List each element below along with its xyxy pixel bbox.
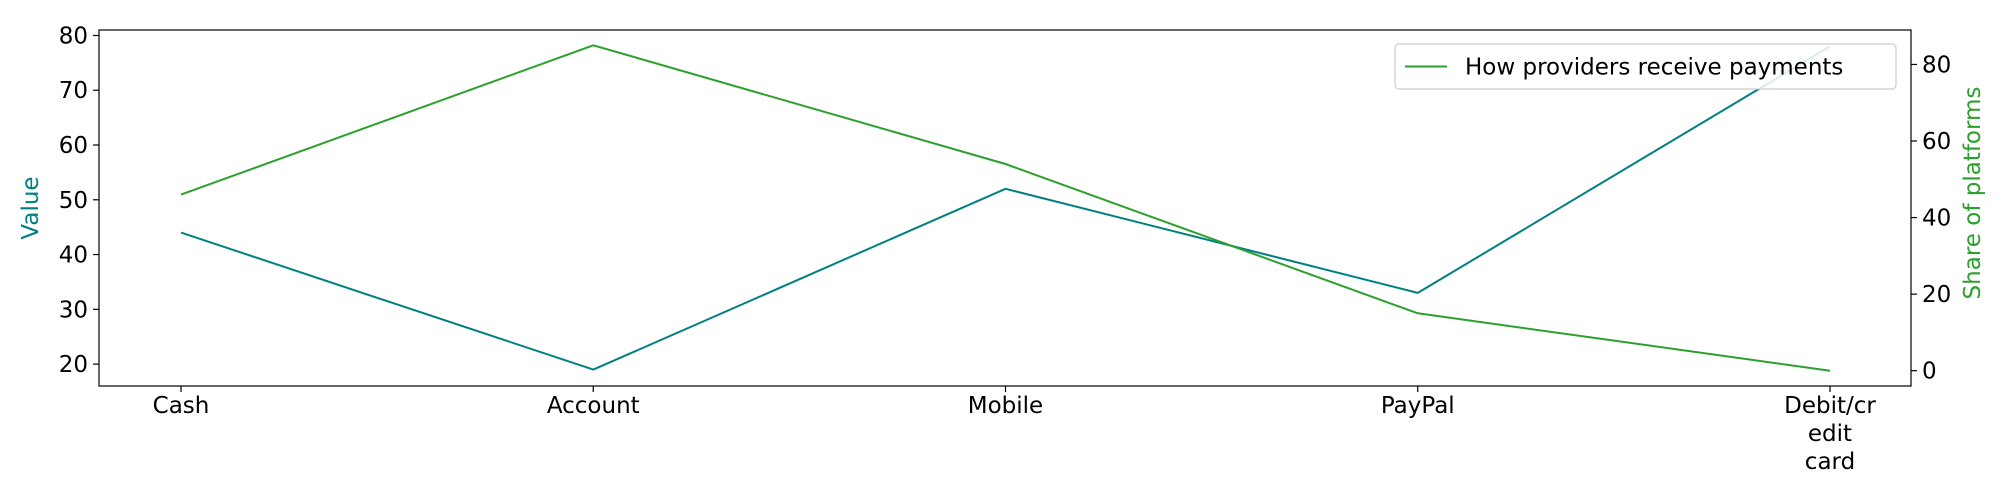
x-tick-label: Debit/cr edit card <box>1784 393 1876 475</box>
left-tick-label: 40 <box>59 243 88 269</box>
series-group <box>180 44 1831 371</box>
x-tick-label: Cash <box>153 393 210 419</box>
right-tick-label: 20 <box>1922 282 1951 308</box>
legend-label: How providers receive payments <box>1465 55 1843 81</box>
axes-group: 20 30 40 50 60 70 80 0 20 40 60 80 Cash Account Mobile… <box>18 23 1986 475</box>
right-tick-label: 40 <box>1922 206 1951 232</box>
right-tick-label: 80 <box>1922 52 1951 78</box>
left-tick-label: 80 <box>59 23 88 49</box>
x-tick-label: Account <box>547 393 640 419</box>
x-tick-label: Mobile <box>968 393 1043 419</box>
series-line-right <box>181 45 1830 370</box>
left-tick-label: 50 <box>59 188 88 214</box>
right-tick-label: 60 <box>1922 129 1951 155</box>
legend: How providers receive payments <box>1395 44 1896 89</box>
series-line-left <box>181 46 1830 369</box>
right-axis-label: Share of platforms <box>1960 87 1986 300</box>
left-tick-label: 20 <box>59 352 88 378</box>
left-tick-label: 60 <box>59 133 88 159</box>
x-tick-label: PayPal <box>1381 393 1455 419</box>
right-tick-label: 0 <box>1922 359 1937 385</box>
left-axis-label: Value <box>18 176 44 239</box>
left-tick-label: 30 <box>59 297 88 323</box>
left-tick-label: 70 <box>59 78 88 104</box>
